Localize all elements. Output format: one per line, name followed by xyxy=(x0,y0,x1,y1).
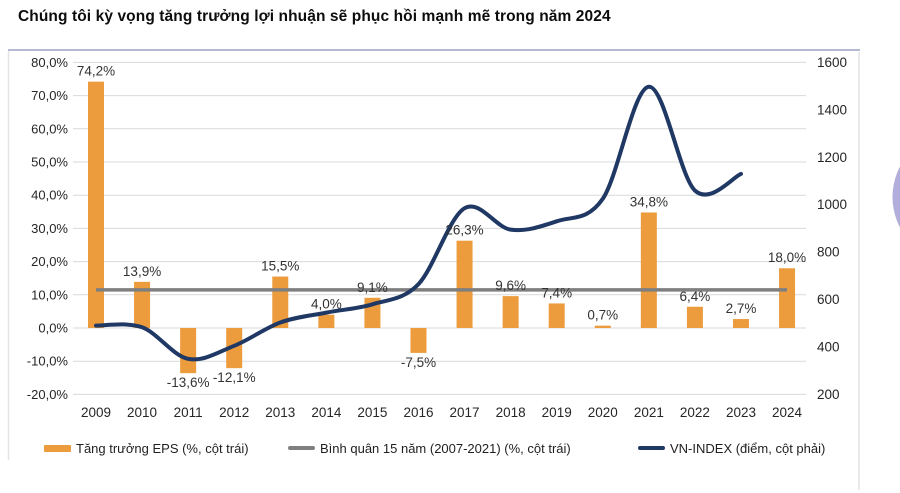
left-axis-tick: -10,0% xyxy=(27,354,69,369)
x-axis-label: 2013 xyxy=(265,405,295,420)
eps-bar-2017 xyxy=(456,240,473,328)
eps-bar-2020 xyxy=(594,325,611,328)
legend-item-average: Bình quân 15 năm (2007-2021) (%, cột trá… xyxy=(288,438,571,458)
left-axis-tick: 80,0% xyxy=(31,55,68,70)
eps-label-2023: 2,7% xyxy=(726,301,757,316)
right-axis-tick: 1400 xyxy=(817,102,847,117)
legend-label-eps: Tăng trưởng EPS (%, cột trái) xyxy=(76,440,249,456)
x-axis-label: 2016 xyxy=(403,405,433,420)
eps-label-2015: 9,1% xyxy=(357,280,388,295)
x-axis-label: 2015 xyxy=(357,405,387,420)
left-axis-tick: 0,0% xyxy=(38,321,68,336)
eps-label-2016: -7,5% xyxy=(401,355,436,370)
eps-label-2011: -13,6% xyxy=(167,375,210,390)
x-axis-label: 2020 xyxy=(588,405,618,420)
left-axis-tick: 50,0% xyxy=(31,155,68,170)
eps-label-2014: 4,0% xyxy=(311,297,342,312)
eps-bar-2019 xyxy=(548,303,565,328)
legend-item-vnindex: VN-INDEX (điểm, cột phải) xyxy=(638,438,825,458)
legend-item-eps: Tăng trưởng EPS (%, cột trái) xyxy=(44,438,249,458)
x-axis-label: 2012 xyxy=(219,405,249,420)
left-axis-tick: 70,0% xyxy=(31,88,68,103)
x-axis-label: 2021 xyxy=(634,405,664,420)
right-axis-tick: 1000 xyxy=(817,197,847,212)
x-axis-label: 2009 xyxy=(81,405,111,420)
right-axis-tick: 1600 xyxy=(817,55,847,70)
decorative-arc-icon xyxy=(892,166,900,228)
x-axis-label: 2010 xyxy=(127,405,157,420)
right-axis-tick: 600 xyxy=(817,292,840,307)
chart-legend: Tăng trưởng EPS (%, cột trái) Bình quân … xyxy=(0,438,900,458)
eps-label-2012: -12,1% xyxy=(213,370,256,385)
x-axis-label: 2022 xyxy=(680,405,710,420)
eps-bar-2023 xyxy=(732,319,749,328)
eps-bar-2010 xyxy=(134,281,151,328)
x-axis-label: 2018 xyxy=(496,405,526,420)
eps-bar-swatch-icon xyxy=(44,444,71,452)
right-axis-tick: 800 xyxy=(817,245,840,260)
left-axis-tick: 10,0% xyxy=(31,287,68,302)
eps-label-2013: 15,5% xyxy=(261,259,299,274)
eps-label-2020: 0,7% xyxy=(587,308,618,323)
vnindex-line xyxy=(94,84,743,362)
legend-label-average: Bình quân 15 năm (2007-2021) (%, cột trá… xyxy=(320,440,571,456)
eps-label-2019: 7,4% xyxy=(541,285,572,300)
left-axis-tick: -20,0% xyxy=(27,387,69,402)
eps-bar-2012 xyxy=(226,328,243,369)
average-line-swatch-icon xyxy=(288,446,315,450)
x-axis-label: 2023 xyxy=(726,405,756,420)
left-axis-tick: 60,0% xyxy=(31,121,68,136)
right-axis-tick: 1200 xyxy=(817,150,847,165)
eps-bar-2022 xyxy=(686,306,703,328)
eps-bar-2011 xyxy=(180,328,197,374)
x-axis-label: 2024 xyxy=(772,405,803,420)
eps-bar-2016 xyxy=(410,328,427,353)
eps-bar-2021 xyxy=(640,212,657,328)
left-axis-tick: 20,0% xyxy=(31,254,68,269)
right-axis-tick: 400 xyxy=(817,339,840,354)
x-axis-label: 2017 xyxy=(450,405,480,420)
eps-data-labels: 74,2% 13,9% -13,6% -12,1% 15,5% 4,0% 9,1% -7,5%… xyxy=(77,64,806,390)
eps-bar-2024 xyxy=(779,268,796,328)
eps-label-2024: 18,0% xyxy=(768,250,806,265)
x-axis-label: 2014 xyxy=(311,405,342,420)
eps-label-2021: 34,8% xyxy=(630,194,668,209)
legend-label-vnindex: VN-INDEX (điểm, cột phải) xyxy=(670,440,826,456)
vnindex-line-swatch-icon xyxy=(638,446,665,450)
eps-label-2010: 13,9% xyxy=(123,264,161,279)
left-axis-tick: 30,0% xyxy=(31,221,68,236)
eps-label-2022: 6,4% xyxy=(680,289,711,304)
x-axis-label: 2019 xyxy=(542,405,572,420)
eps-bar-2014 xyxy=(318,314,335,328)
axis-tick-labels: 80,0% 70,0% 60,0% 50,0% 40,0% 30,0% 20,0% 10,0%… xyxy=(27,55,847,420)
eps-label-2018: 9,6% xyxy=(495,278,526,293)
eps-label-2009: 74,2% xyxy=(77,64,115,79)
x-axis-label: 2011 xyxy=(174,405,203,420)
eps-bar-2018 xyxy=(502,296,519,328)
right-axis-tick: 200 xyxy=(817,387,840,402)
eps-bars xyxy=(88,81,796,374)
page-frame xyxy=(7,49,900,490)
left-axis-tick: 40,0% xyxy=(31,188,68,203)
chart-title: Chúng tôi kỳ vọng tăng trưởng lợi nhuận … xyxy=(18,8,611,25)
eps-bar-2009 xyxy=(88,81,104,328)
eps-label-2017: 26,3% xyxy=(445,223,483,238)
